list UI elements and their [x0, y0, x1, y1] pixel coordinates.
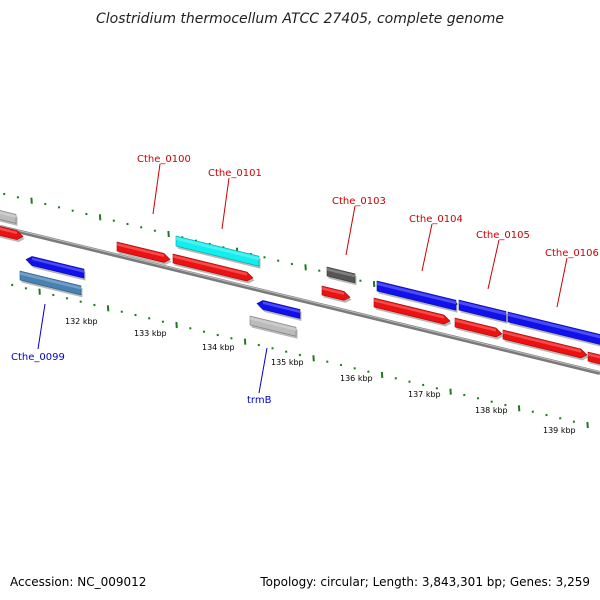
gene-label-cthe-0099[interactable]: Cthe_0099 — [11, 352, 65, 363]
kbp-label-138: 138 kbp — [475, 406, 508, 415]
feature-gray-trmb[interactable] — [249, 315, 298, 339]
feature-blue-cthe-0106[interactable] — [507, 311, 600, 349]
leader-cthe-0105 — [487, 239, 500, 290]
feature-blue-trmb[interactable] — [256, 300, 302, 321]
gene-label-cthe-0104[interactable]: Cthe_0104 — [409, 214, 463, 225]
feature-red-cthe-0106[interactable] — [502, 329, 589, 361]
gene-label-cthe-0103[interactable]: Cthe_0103 — [332, 196, 386, 207]
leader-cthe-0099 — [37, 303, 46, 350]
gene-label-cthe-0101[interactable]: Cthe_0101 — [208, 168, 262, 179]
genome-title: Clostridium thermocellum ATCC 27405, com… — [96, 11, 504, 27]
gene-labels-bottom: Cthe_0099 trmB — [11, 352, 272, 406]
feature-red-cthe-0100-highlight — [117, 243, 164, 258]
kbp-label-132: 132 kbp — [65, 317, 98, 326]
feature-blue-cthe-0104[interactable] — [376, 280, 458, 313]
feature-red-cthe-0100[interactable] — [116, 241, 172, 265]
kbp-label-134: 134 kbp — [202, 343, 235, 352]
feature-blue-left-highlight — [32, 257, 84, 273]
leader-cthe-0104 — [421, 223, 433, 272]
feature-darkgray-cthe-0103[interactable] — [326, 266, 357, 286]
gene-label-cthe-0106[interactable]: Cthe_0106 — [545, 248, 599, 259]
tick-row-lower — [11, 283, 589, 429]
feature-blue-cthe-0105[interactable] — [458, 299, 508, 324]
feature-red-cthe-0103-highlight — [322, 287, 344, 295]
label-leaders — [37, 163, 568, 394]
gene-label-cthe-0105[interactable]: Cthe_0105 — [476, 230, 530, 241]
genome-summary-text: Topology: circular; Length: 3,843,301 bp… — [259, 575, 590, 589]
feature-red-cthe-0101[interactable] — [172, 253, 255, 284]
feature-steel-left-highlight — [20, 272, 81, 290]
feature-gray-upper-left[interactable] — [0, 208, 18, 226]
feature-steel-left[interactable] — [19, 270, 83, 298]
kbp-label-136: 136 kbp — [340, 374, 373, 383]
genome-backbone-highlight — [0, 225, 600, 373]
kbp-scale: 132 kbp 133 kbp 134 kbp 135 kbp 136 kbp … — [65, 317, 576, 435]
feature-red-cthe-0103[interactable] — [321, 285, 352, 303]
feature-blue-cthe-0106-highlight — [508, 313, 600, 339]
feature-darkgray-cthe-0103-highlight — [327, 268, 355, 278]
kbp-label-135: 135 kbp — [271, 358, 304, 367]
leader-trmb — [258, 347, 268, 394]
feature-red-upper-left-highlight — [0, 227, 17, 235]
feature-blue-cthe-0104-highlight — [377, 282, 456, 305]
gene-label-cthe-0100[interactable]: Cthe_0100 — [137, 154, 191, 165]
feature-cyan-cthe-0101[interactable] — [175, 235, 261, 269]
feature-red-cthe-0101-highlight — [173, 255, 247, 276]
accession-text: Accession: NC_009012 — [10, 575, 146, 589]
feature-blue-cthe-0105-highlight — [459, 301, 506, 316]
feature-red-upper-left[interactable] — [0, 224, 25, 243]
feature-blue-left[interactable] — [25, 256, 86, 281]
kbp-label-133: 133 kbp — [134, 329, 167, 338]
leader-cthe-0103 — [345, 205, 356, 256]
feature-gray-upper-left-highlight — [0, 211, 16, 218]
feature-cyan-cthe-0101-highlight — [176, 237, 259, 261]
kbp-label-139: 139 kbp — [543, 426, 576, 435]
feature-red-cthe-0105[interactable] — [454, 317, 504, 340]
leader-cthe-0100 — [152, 163, 161, 215]
gene-label-trmb[interactable]: trmB — [247, 395, 272, 406]
kbp-label-137: 137 kbp — [408, 390, 441, 399]
feature-gray-trmb-highlight — [250, 317, 296, 331]
feature-red-cthe-0105-highlight — [455, 319, 496, 332]
feature-red-cthe-0104[interactable] — [373, 297, 452, 327]
feature-red-far-right[interactable] — [587, 351, 600, 368]
backbone-group — [0, 225, 600, 375]
gene-labels-top: Cthe_0100 Cthe_0101 Cthe_0103 Cthe_0104 … — [137, 154, 599, 259]
feature-red-cthe-0104-highlight — [374, 299, 444, 319]
leader-cthe-0101 — [221, 177, 230, 230]
leader-cthe-0106 — [556, 257, 568, 308]
feature-track — [0, 208, 600, 368]
feature-red-far-right-highlight — [588, 353, 600, 359]
feature-blue-trmb-highlight — [263, 301, 300, 314]
feature-red-cthe-0106-highlight — [503, 331, 581, 353]
genome-backbone — [0, 225, 600, 375]
